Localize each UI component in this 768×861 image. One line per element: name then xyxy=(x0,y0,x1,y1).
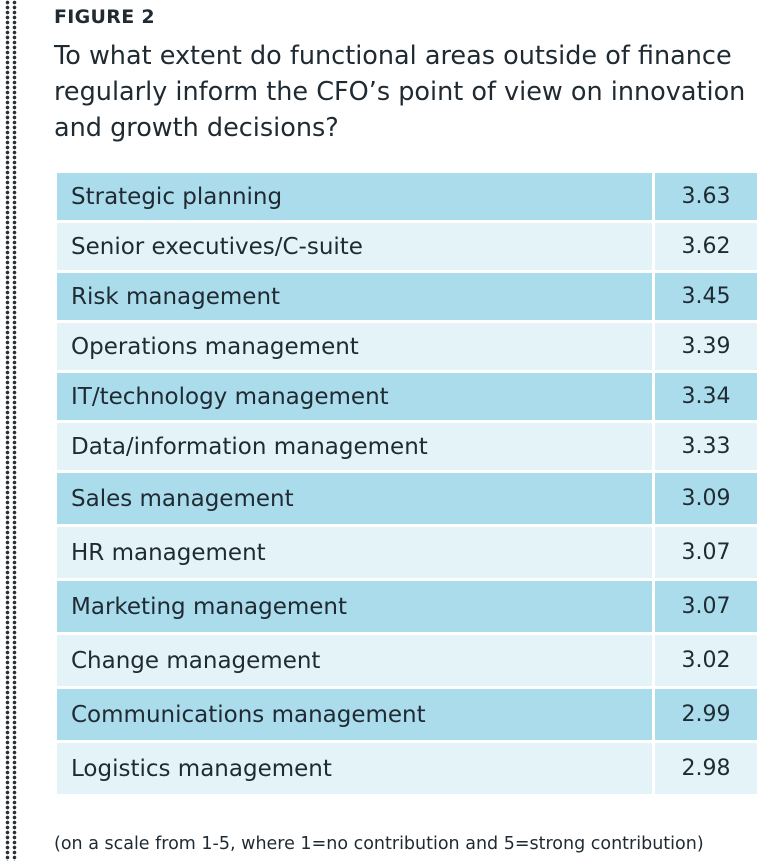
figure-label: FIGURE 2 xyxy=(54,6,155,28)
dotted-border-decoration xyxy=(4,0,18,861)
row-label: Data/information management xyxy=(57,423,652,470)
table-row: Communications management 2.99 xyxy=(57,689,757,740)
table-row: Data/information management 3.33 xyxy=(57,423,757,470)
row-value: 3.07 xyxy=(655,581,757,632)
row-value: 3.39 xyxy=(655,323,757,370)
row-label: HR management xyxy=(57,527,652,578)
row-value: 3.09 xyxy=(655,473,757,524)
row-value: 3.34 xyxy=(655,373,757,420)
table-row: Risk management 3.45 xyxy=(57,273,757,320)
row-label: Marketing management xyxy=(57,581,652,632)
row-value: 3.62 xyxy=(655,223,757,270)
row-value: 3.07 xyxy=(655,527,757,578)
scale-footnote: (on a scale from 1-5, where 1=no contrib… xyxy=(54,834,704,854)
data-table: Strategic planning 3.63 Senior executives/… xyxy=(57,173,757,797)
row-value: 3.02 xyxy=(655,635,757,686)
table-row: IT/technology management 3.34 xyxy=(57,373,757,420)
row-label: Risk management xyxy=(57,273,652,320)
table-row: HR management 3.07 xyxy=(57,527,757,578)
row-value: 2.99 xyxy=(655,689,757,740)
table-row: Operations management 3.39 xyxy=(57,323,757,370)
table-row: Strategic planning 3.63 xyxy=(57,173,757,220)
row-label: Communications management xyxy=(57,689,652,740)
table-row: Logistics management 2.98 xyxy=(57,743,757,794)
row-label: Change management xyxy=(57,635,652,686)
row-value: 3.63 xyxy=(655,173,757,220)
row-label: Operations management xyxy=(57,323,652,370)
table-row: Senior executives/C-suite 3.62 xyxy=(57,223,757,270)
row-value: 3.45 xyxy=(655,273,757,320)
table-row: Marketing management 3.07 xyxy=(57,581,757,632)
table-row: Sales management 3.09 xyxy=(57,473,757,524)
table-row: Change management 3.02 xyxy=(57,635,757,686)
row-value: 3.33 xyxy=(655,423,757,470)
row-value: 2.98 xyxy=(655,743,757,794)
row-label: IT/technology management xyxy=(57,373,652,420)
row-label: Strategic planning xyxy=(57,173,652,220)
row-label: Logistics management xyxy=(57,743,652,794)
row-label: Sales management xyxy=(57,473,652,524)
chart-title: To what extent do functional areas outsi… xyxy=(54,41,746,143)
row-label: Senior executives/C-suite xyxy=(57,223,652,270)
